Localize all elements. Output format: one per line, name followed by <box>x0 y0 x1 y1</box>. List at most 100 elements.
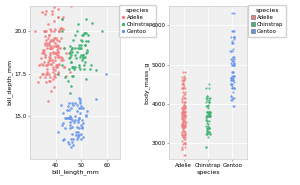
Point <box>48 53 52 56</box>
Point <box>232 57 236 60</box>
Point <box>183 109 188 112</box>
Point <box>76 47 81 50</box>
Point <box>206 126 211 129</box>
Point <box>57 40 62 43</box>
Point <box>68 60 73 63</box>
Point <box>204 116 209 119</box>
Point <box>58 36 63 39</box>
Point <box>58 28 63 31</box>
Point <box>73 134 78 137</box>
Point <box>43 43 47 46</box>
Point <box>179 146 184 149</box>
Point <box>179 132 184 135</box>
Point <box>206 126 211 129</box>
Point <box>61 65 66 68</box>
Point <box>204 95 209 97</box>
Point <box>67 57 71 60</box>
Point <box>230 30 235 33</box>
Point <box>51 65 56 68</box>
Point <box>232 61 237 64</box>
Point <box>180 110 184 113</box>
Point <box>80 40 84 43</box>
Point <box>204 114 209 117</box>
Point <box>182 105 187 107</box>
Point <box>81 122 86 125</box>
Point <box>183 100 188 103</box>
Point <box>70 144 75 147</box>
Point <box>180 118 185 121</box>
Point <box>180 124 185 127</box>
Point <box>68 45 72 48</box>
Point <box>70 125 75 128</box>
Point <box>71 74 76 77</box>
Point <box>70 103 75 106</box>
Point <box>61 122 65 125</box>
Point <box>73 115 77 118</box>
Point <box>50 9 54 12</box>
Point <box>231 105 236 107</box>
Point <box>206 105 211 107</box>
Point <box>182 75 186 78</box>
Point <box>78 55 82 58</box>
Point <box>48 89 53 92</box>
Point <box>181 83 185 86</box>
Point <box>232 36 236 38</box>
Point <box>35 81 40 84</box>
Point <box>69 146 74 149</box>
Point <box>46 62 51 65</box>
Legend: Adelie, Chinstrap, Gentoo: Adelie, Chinstrap, Gentoo <box>119 5 156 37</box>
Point <box>47 33 52 36</box>
Point <box>84 48 89 51</box>
Point <box>42 53 47 56</box>
Point <box>77 43 82 46</box>
Point <box>54 52 58 55</box>
Point <box>230 79 235 82</box>
Point <box>55 53 60 56</box>
Point <box>47 55 52 58</box>
Point <box>182 105 186 107</box>
Point <box>73 65 77 68</box>
Point <box>179 112 184 115</box>
Point <box>43 30 48 33</box>
Point <box>206 114 211 117</box>
Point <box>84 52 88 55</box>
Point <box>181 125 185 128</box>
Point <box>180 130 184 133</box>
Point <box>182 124 187 127</box>
Point <box>232 87 237 90</box>
Point <box>205 110 209 113</box>
Point <box>231 36 236 38</box>
Point <box>75 137 80 140</box>
Point <box>229 83 234 86</box>
Point <box>60 112 65 115</box>
Point <box>231 87 236 90</box>
Point <box>182 114 187 117</box>
Point <box>68 50 73 53</box>
Point <box>206 122 211 125</box>
Point <box>183 130 188 133</box>
Point <box>76 118 80 121</box>
Point <box>50 40 55 43</box>
Point <box>205 118 210 121</box>
Point <box>180 116 184 119</box>
Point <box>230 57 234 60</box>
Point <box>45 100 50 102</box>
Point <box>230 71 234 74</box>
Point <box>206 83 211 86</box>
Point <box>182 154 186 157</box>
Point <box>51 36 56 39</box>
Point <box>75 110 80 113</box>
Point <box>180 97 184 100</box>
Point <box>61 47 66 50</box>
Point <box>56 50 60 53</box>
Point <box>231 38 236 41</box>
Point <box>180 110 184 113</box>
Point <box>206 114 211 117</box>
Point <box>204 124 209 127</box>
Point <box>205 121 209 124</box>
Point <box>76 23 80 26</box>
Point <box>231 63 236 66</box>
Point <box>207 113 212 116</box>
Point <box>70 118 75 121</box>
Point <box>204 130 209 133</box>
